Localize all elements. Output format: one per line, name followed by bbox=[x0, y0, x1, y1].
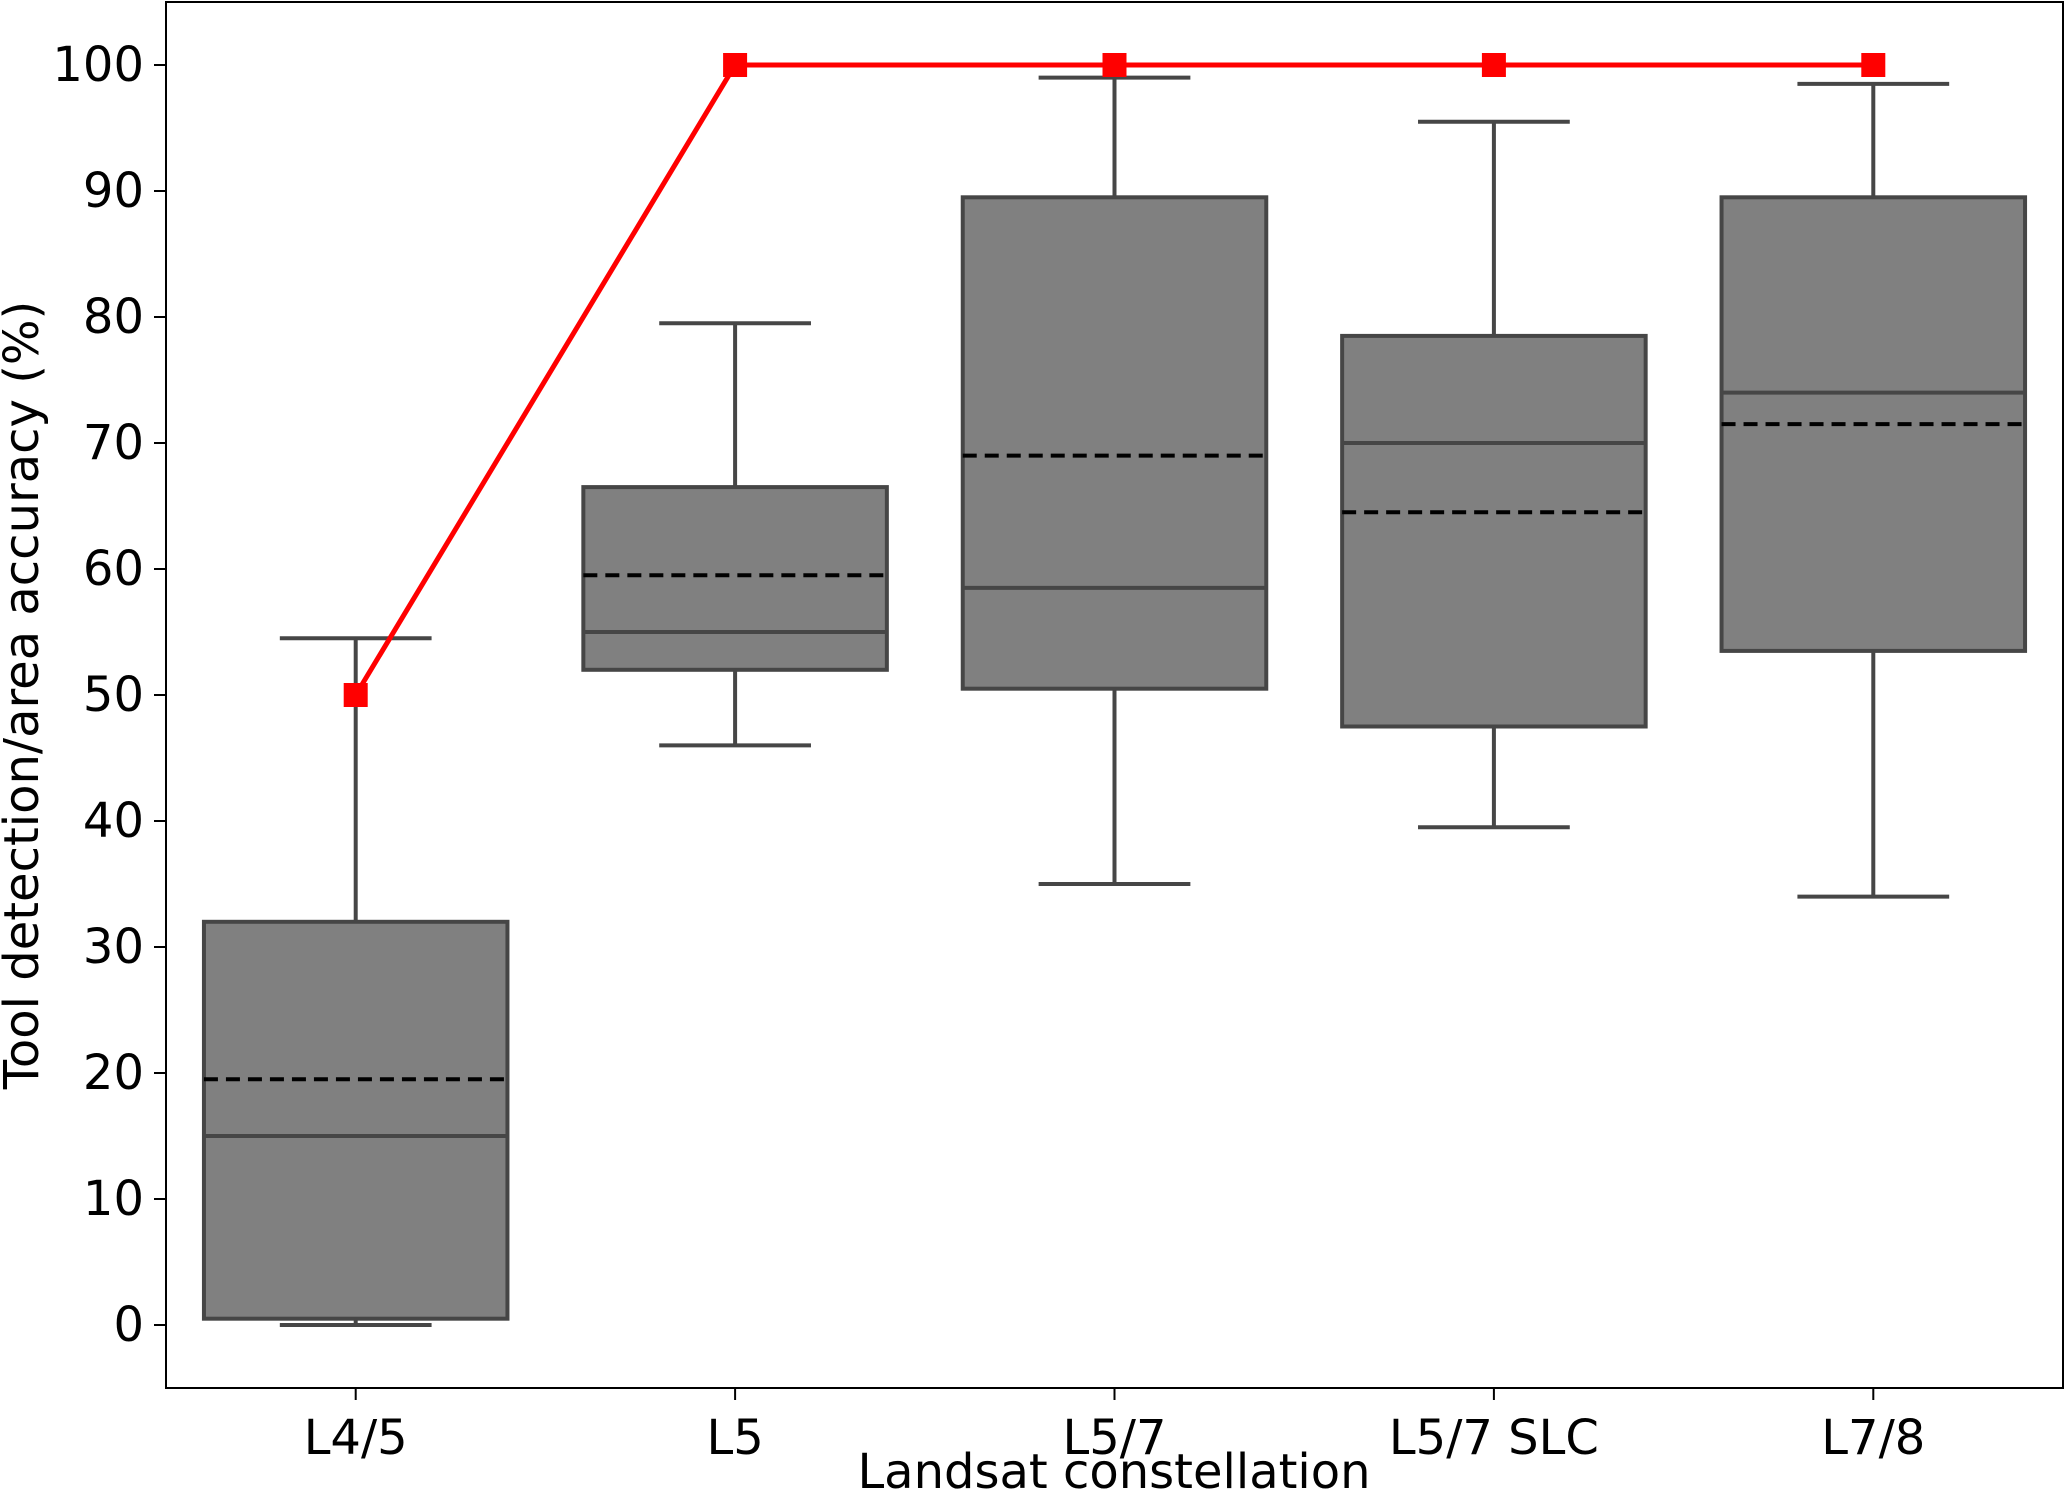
x-tick-label: L5/7 SLC bbox=[1389, 1410, 1599, 1466]
y-axis: 0 10 20 30 40 50 60 70 80 90 100 bbox=[52, 37, 166, 1353]
overlay-line-series bbox=[343, 53, 1886, 707]
x-tick-label: L7/8 bbox=[1821, 1410, 1925, 1466]
overlay-square-marker bbox=[343, 683, 368, 707]
x-tick-label: L4/5 bbox=[304, 1410, 408, 1466]
overlay-square-marker bbox=[1861, 53, 1886, 77]
y-tick-label: 20 bbox=[83, 1045, 144, 1101]
x-axis: L4/5 L5 L5/7 L5/7 SLC L7/8 bbox=[304, 1388, 1925, 1466]
iqr-box bbox=[581, 485, 889, 672]
iqr-box bbox=[960, 195, 1269, 691]
overlay-square-marker bbox=[723, 53, 748, 77]
overlay-square-marker bbox=[1481, 53, 1506, 77]
x-tick-label: L5/7 bbox=[1063, 1410, 1167, 1466]
box-l5 bbox=[581, 321, 889, 748]
iqr-box bbox=[201, 919, 510, 1321]
box-l5-7-slc bbox=[1340, 119, 1648, 830]
y-axis-label: Tool detection/area accuracy (%) bbox=[0, 301, 50, 1091]
box-l4-5 bbox=[201, 636, 510, 1327]
boxes bbox=[201, 75, 2028, 1327]
y-tick-label: 70 bbox=[83, 415, 144, 471]
y-tick-label: 30 bbox=[83, 919, 144, 975]
y-tick-label: 10 bbox=[83, 1171, 144, 1227]
overlay-square-marker bbox=[1102, 53, 1127, 77]
y-tick-label: 0 bbox=[113, 1297, 144, 1353]
box-l5-7 bbox=[960, 75, 1269, 886]
y-tick-label: 50 bbox=[83, 667, 144, 723]
y-tick-label: 40 bbox=[83, 793, 144, 849]
box-l7-8 bbox=[1719, 81, 2028, 899]
iqr-box bbox=[1340, 333, 1648, 729]
y-tick-label: 80 bbox=[83, 289, 144, 345]
y-tick-label: 60 bbox=[83, 541, 144, 597]
x-tick-label: L5 bbox=[706, 1410, 763, 1466]
x-axis-label: Landsat constellation bbox=[857, 1444, 1370, 1495]
y-tick-label: 90 bbox=[83, 163, 144, 219]
y-tick-label: 100 bbox=[52, 37, 144, 93]
